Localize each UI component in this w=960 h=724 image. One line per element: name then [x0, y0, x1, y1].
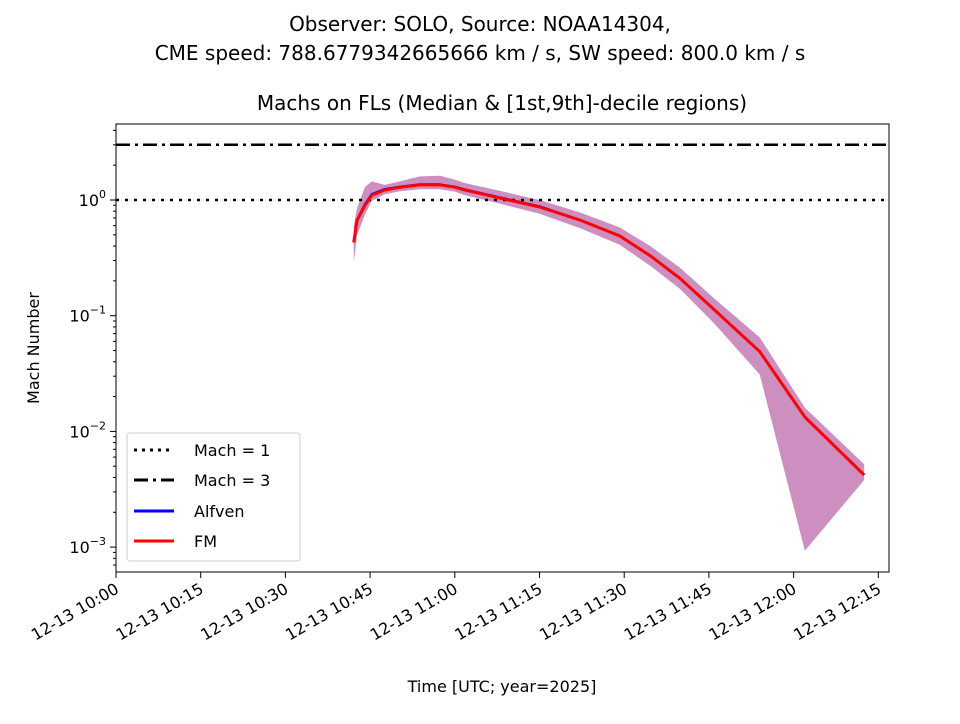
- legend-mach1-label: Mach = 1: [194, 441, 270, 460]
- chart-title: Machs on FLs (Median & [1st,9th]-decile …: [257, 91, 747, 115]
- x-tick-label: 12-13 10:45: [282, 579, 376, 644]
- y-tick-label: 10−2: [69, 419, 106, 441]
- x-axis-label: Time [UTC; year=2025]: [407, 677, 597, 696]
- y-tick-label: 10−1: [69, 304, 106, 326]
- legend-fm-label: FM: [194, 532, 217, 551]
- legend-alfven-label: Alfven: [194, 502, 244, 521]
- x-tick-label: 12-13 10:30: [197, 579, 291, 644]
- x-tick-label: 12-13 10:15: [113, 579, 207, 644]
- legend-mach3-label: Mach = 3: [194, 471, 270, 490]
- x-tick-label: 12-13 11:45: [621, 579, 715, 644]
- x-tick-label: 12-13 12:00: [706, 579, 800, 644]
- legend: Mach = 1 Mach = 3 Alfven FM: [127, 433, 300, 561]
- suptitle-line2: CME speed: 788.6779342665666 km / s, SW …: [155, 41, 806, 65]
- y-tick-label: 100: [79, 188, 106, 210]
- suptitle-line1: Observer: SOLO, Source: NOAA14304,: [289, 12, 671, 36]
- y-axis-label: Mach Number: [24, 292, 43, 404]
- y-tick-label: 10−3: [69, 535, 106, 557]
- x-tick-label: 12-13 11:30: [536, 579, 630, 644]
- x-tick-label: 12-13 11:15: [451, 579, 545, 644]
- x-tick-label: 12-13 11:00: [367, 579, 461, 644]
- x-tick-label: 12-13 12:15: [790, 579, 884, 644]
- x-tick-label: 12-13 10:00: [28, 579, 122, 644]
